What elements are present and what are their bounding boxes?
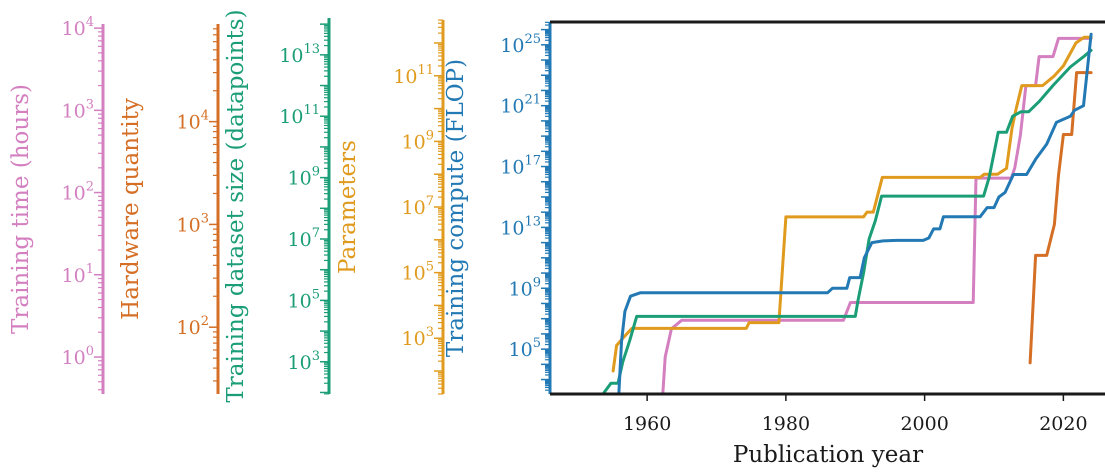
tick-label-compute: 1013	[500, 214, 541, 239]
tick-label-parameters: 1011	[393, 63, 434, 88]
series-layer	[602, 32, 1093, 394]
tick-label-hardware_quantity: 102	[177, 314, 209, 339]
tick-label-compute: 1017	[500, 154, 541, 179]
tick-label-hardware_quantity: 103	[177, 211, 209, 236]
tick-label-training_time: 100	[62, 344, 94, 369]
tick-label-training_time: 103	[62, 97, 94, 122]
x-tick-label: 1980	[762, 413, 810, 435]
axis-title-training_time: Training time (hours)	[8, 84, 34, 334]
axis-title-hardware_quantity: Hardware quantity	[118, 98, 144, 320]
tick-label-training_time: 101	[62, 262, 94, 287]
tick-label-dataset_size: 107	[288, 226, 320, 251]
tick-label-hardware_quantity: 104	[177, 109, 209, 134]
axis-parameters: 103 105 107 109 1011 Parameters	[335, 19, 445, 395]
axis-compute: 105 109 1013 1017 1021 1025 Training compute (…	[443, 21, 552, 394]
tick-label-parameters: 105	[402, 260, 434, 285]
plot-area: 1960 1980 2000 2020 Publication year	[550, 20, 1105, 468]
tick-label-parameters: 109	[402, 128, 434, 153]
axis-dataset_size: 103 105 107 109 1011 1013 Training dataset siz…	[223, 9, 331, 403]
axis-title-compute: Training compute (FLOP)	[443, 59, 469, 357]
tick-label-compute: 109	[509, 275, 541, 300]
tick-label-parameters: 107	[402, 194, 434, 219]
axis-title-parameters: Parameters	[335, 140, 361, 274]
x-tick-label: 2020	[1039, 413, 1087, 435]
axis-training_time: 100 101 102 103 104 Training time (hours)	[8, 15, 105, 394]
series-line-parameters	[611, 35, 1093, 373]
tick-label-training_time: 102	[62, 180, 94, 205]
series-line-dataset_size	[602, 48, 1093, 394]
tick-label-compute: 1025	[500, 32, 541, 57]
tick-label-parameters: 103	[402, 325, 434, 350]
series-line-compute	[617, 32, 1093, 394]
tick-label-dataset_size: 1011	[279, 103, 320, 128]
series-line-hardware_quantity	[1028, 71, 1093, 365]
tick-label-dataset_size: 109	[288, 165, 320, 190]
x-tick-label: 1960	[623, 413, 671, 435]
series-line-training_time	[661, 36, 1093, 394]
tick-label-dataset_size: 1013	[279, 42, 320, 67]
tick-label-compute: 105	[509, 336, 541, 361]
x-axis: 1960 1980 2000 2020	[623, 394, 1088, 435]
x-tick-label: 2000	[900, 413, 948, 435]
tick-label-dataset_size: 105	[288, 287, 320, 312]
axis-title-dataset_size: Training dataset size (datapoints)	[223, 9, 249, 402]
tick-label-training_time: 104	[62, 15, 94, 40]
tick-label-dataset_size: 103	[288, 349, 320, 374]
tick-label-compute: 1021	[500, 93, 541, 118]
x-axis-title: Publication year	[733, 442, 923, 468]
axis-hardware_quantity: 102 103 104 Hardware quantity	[118, 24, 220, 394]
